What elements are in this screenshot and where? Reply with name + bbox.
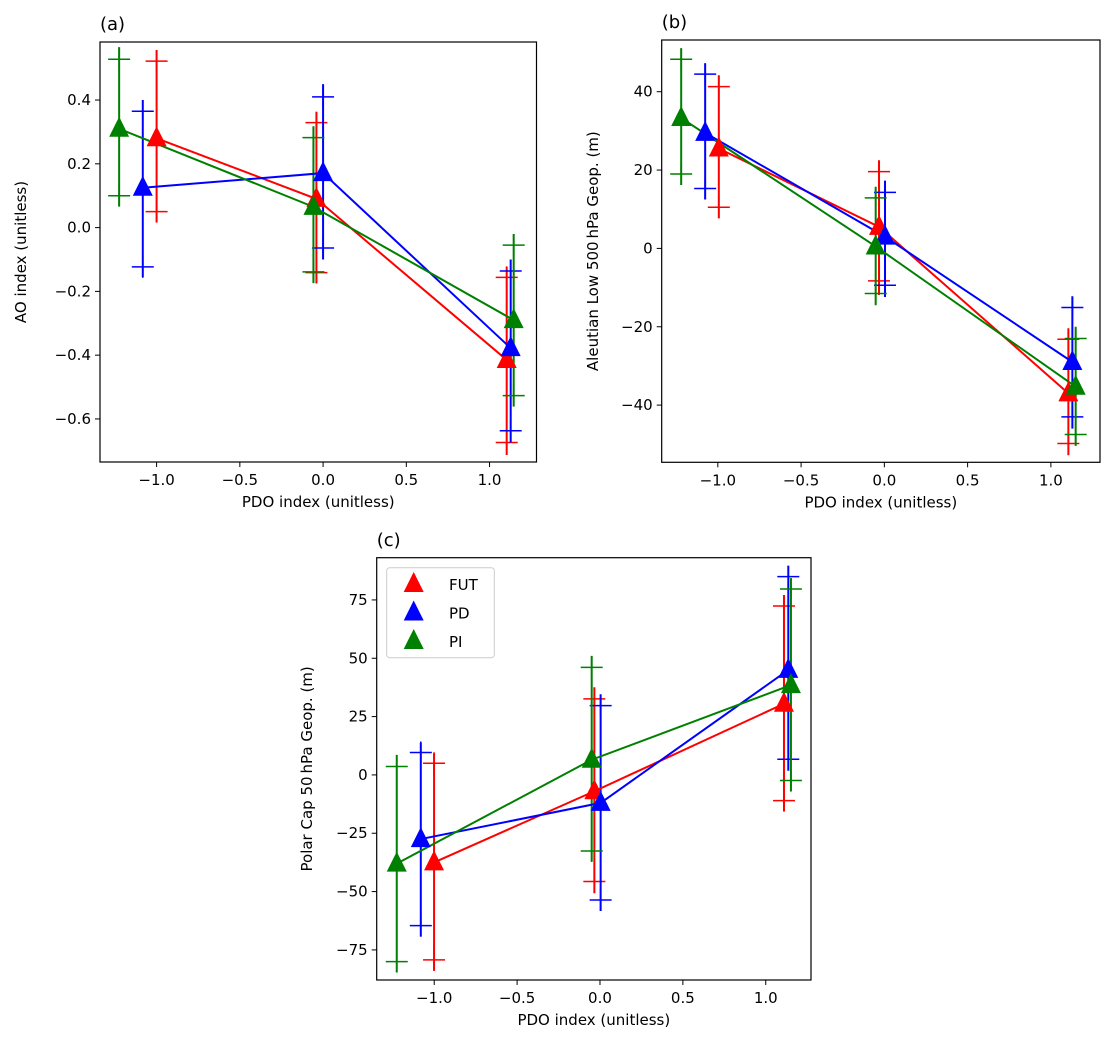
x-tick-label: −1.0: [416, 989, 452, 1007]
series-line-pd: [704, 131, 1073, 363]
data-point-fut: [708, 136, 729, 157]
panel-a: −1.0 −0.5 0.0 0.5 1.0 −0.6 −0.4 −0.2 0.0 0.2 0.4 PD…: [12, 14, 538, 511]
y-tick-label: −40: [621, 396, 653, 414]
legend-entry-pi: PI: [403, 629, 462, 651]
legend-entry-fut: FUT: [403, 572, 479, 594]
y-tick-label: 0.2: [67, 155, 91, 173]
data-point-pi: [503, 308, 524, 329]
triangle-marker-icon: [403, 600, 424, 621]
x-tick-label: 0.0: [588, 989, 612, 1007]
data-point-pd: [132, 175, 153, 196]
series-line-fut: [156, 137, 508, 361]
data-point-pd: [500, 336, 521, 357]
y-tick-label: −75: [336, 941, 368, 959]
y-tick-label: −0.2: [55, 282, 91, 300]
data-point-pi: [109, 116, 130, 137]
x-tick-label: 0.5: [956, 471, 980, 489]
data-point-fut: [496, 347, 517, 368]
panel-b: −1.0 −0.5 0.0 0.5 1.0 −40 −20 0 20 40 PDO index (u…: [584, 12, 1101, 511]
series-fut: [145, 49, 518, 455]
series-line-fut: [433, 702, 785, 864]
data-point-fut: [773, 691, 794, 712]
y-tick-label: 0: [643, 239, 653, 257]
data-point-pd: [778, 657, 799, 678]
x-axis-label: PDO index (unitless): [517, 1011, 670, 1029]
panel-c: −1.0 −0.5 0.0 0.5 1.0 −75 −50 −25 0 25 50 75 PDO ind…: [298, 530, 812, 1029]
x-tick-label: 1.0: [478, 471, 502, 489]
y-tick-label: 75: [349, 591, 368, 609]
data-point-pi: [303, 194, 324, 215]
x-tick-label: 0.0: [311, 471, 335, 489]
data-point-pi: [386, 851, 407, 872]
y-tick-label: −25: [336, 824, 368, 842]
y-tick-label: −20: [621, 318, 653, 336]
axes-frame: [376, 557, 812, 981]
panel-title: (b): [662, 12, 687, 33]
x-tick-label: 0.0: [872, 471, 896, 489]
y-axis-label: AO index (unitless): [12, 181, 30, 323]
y-tick-label: 40: [634, 83, 653, 101]
axes-frame: [661, 39, 1101, 463]
data-point-fut: [146, 126, 167, 147]
x-axis-label: PDO index (unitless): [242, 493, 395, 511]
data-point-pi: [780, 673, 801, 694]
y-tick-label: 0.0: [67, 219, 91, 237]
y-tick-label: 20: [634, 161, 653, 179]
data-point-pd: [1062, 350, 1083, 371]
data-point-pi: [581, 747, 602, 768]
data-point-pi: [1065, 374, 1086, 395]
legend-label: FUT: [449, 576, 479, 594]
data-point-fut: [424, 850, 445, 871]
x-tick-label: −0.5: [783, 471, 819, 489]
y-tick-label: 0: [358, 766, 368, 784]
panel-title: (c): [377, 530, 401, 551]
legend-entry-pd: PD: [403, 600, 470, 623]
legend-label: PI: [449, 633, 462, 651]
data-point-pd: [590, 790, 611, 811]
series-pd: [694, 63, 1084, 429]
series-line-fut: [718, 147, 1070, 395]
y-tick-label: 0.4: [67, 91, 91, 109]
panel-title: (a): [100, 14, 125, 35]
x-tick-label: −1.0: [700, 471, 736, 489]
triangle-marker-icon: [403, 572, 424, 592]
axes-frame: [99, 41, 538, 463]
y-tick-label: −0.6: [55, 410, 91, 428]
x-tick-label: −1.0: [138, 471, 174, 489]
y-tick-label: 25: [349, 708, 368, 726]
data-point-pi: [865, 234, 886, 255]
x-axis-label: PDO index (unitless): [804, 493, 957, 511]
legend-label: PD: [449, 605, 470, 623]
x-tick-label: 0.5: [394, 471, 418, 489]
triangle-marker-icon: [403, 629, 424, 649]
x-tick-label: 0.5: [671, 989, 695, 1007]
y-axis-label: Polar Cap 50 hPa Geop. (m): [298, 666, 316, 871]
y-tick-label: −50: [336, 883, 368, 901]
y-tick-label: −0.4: [55, 346, 91, 364]
series-fut: [707, 75, 1080, 456]
y-axis-label: Aleutian Low 500 hPa Geop. (m): [584, 131, 602, 371]
x-tick-label: 1.0: [1039, 471, 1063, 489]
data-point-pd: [875, 224, 896, 245]
x-tick-label: −0.5: [222, 471, 258, 489]
y-tick-label: 50: [349, 649, 368, 667]
data-point-pd: [695, 120, 716, 141]
data-point-pi: [671, 105, 692, 126]
data-point-pd: [313, 161, 334, 182]
legend: FUT PD PI: [386, 567, 495, 659]
series-pd: [131, 84, 522, 443]
legend-box: [386, 567, 495, 659]
x-tick-label: 1.0: [754, 989, 778, 1007]
data-point-pd: [410, 827, 431, 848]
series-line-pd: [142, 172, 512, 349]
x-tick-label: −0.5: [499, 989, 535, 1007]
